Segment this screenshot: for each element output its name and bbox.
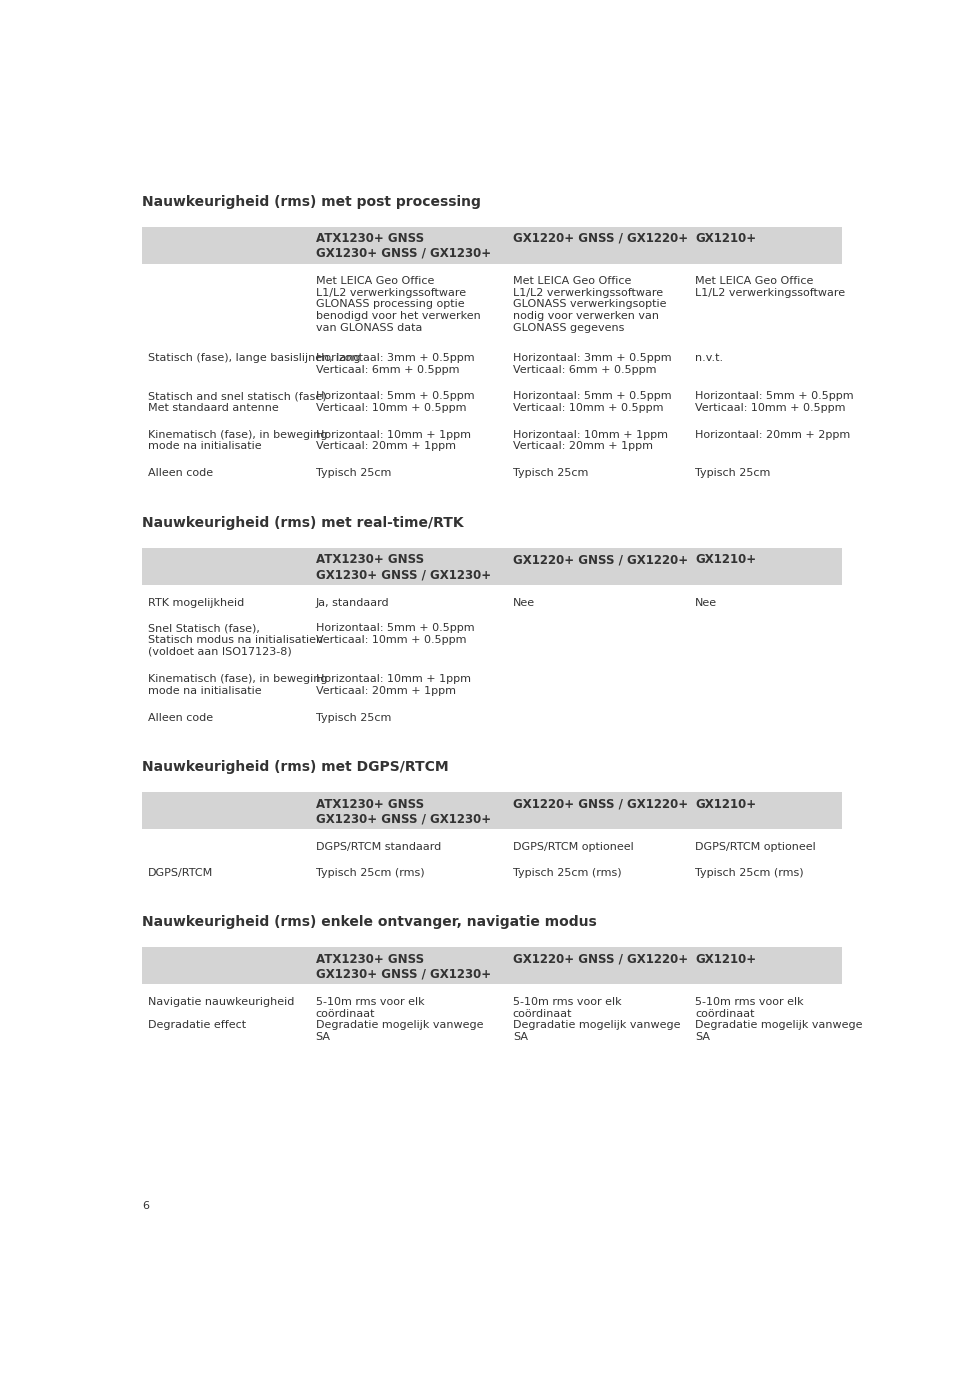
Text: Statisch and snel statisch (fase)
Met standaard antenne: Statisch and snel statisch (fase) Met st… [148, 392, 327, 412]
Text: Nauwkeurigheid (rms) met post processing: Nauwkeurigheid (rms) met post processing [142, 195, 481, 209]
Text: Nauwkeurigheid (rms) enkele ontvanger, navigatie modus: Nauwkeurigheid (rms) enkele ontvanger, n… [142, 916, 597, 930]
Text: GX1210+: GX1210+ [695, 953, 756, 965]
Text: Typisch 25cm (rms): Typisch 25cm (rms) [513, 868, 621, 877]
Text: Alleen code: Alleen code [148, 469, 213, 478]
Text: Kinematisch (fase), in beweging
mode na initialisatie: Kinematisch (fase), in beweging mode na … [148, 430, 327, 451]
Text: DGPS/RTCM: DGPS/RTCM [148, 868, 213, 877]
Text: Nee: Nee [513, 598, 535, 608]
Text: Horizontaal: 3mm + 0.5ppm
Verticaal: 6mm + 0.5ppm: Horizontaal: 3mm + 0.5ppm Verticaal: 6mm… [513, 353, 671, 375]
Text: Horizontaal: 20mm + 2ppm: Horizontaal: 20mm + 2ppm [695, 430, 851, 440]
Text: GX1210+: GX1210+ [695, 232, 756, 245]
Text: Alleen code: Alleen code [148, 712, 213, 723]
Text: Horizontaal: 5mm + 0.5ppm
Verticaal: 10mm + 0.5ppm: Horizontaal: 5mm + 0.5ppm Verticaal: 10m… [316, 623, 474, 645]
Text: n.v.t.: n.v.t. [695, 353, 723, 363]
Text: Typisch 25cm: Typisch 25cm [316, 712, 391, 723]
Text: ATX1230+ GNSS
GX1230+ GNSS / GX1230+: ATX1230+ GNSS GX1230+ GNSS / GX1230+ [316, 953, 491, 980]
Text: ATX1230+ GNSS
GX1230+ GNSS / GX1230+: ATX1230+ GNSS GX1230+ GNSS / GX1230+ [316, 553, 491, 582]
Text: Nauwkeurigheid (rms) met real-time/RTK: Nauwkeurigheid (rms) met real-time/RTK [142, 516, 464, 529]
Text: Typisch 25cm: Typisch 25cm [695, 469, 771, 478]
Text: RTK mogelijkheid: RTK mogelijkheid [148, 598, 245, 608]
Text: Horizontaal: 10mm + 1ppm
Verticaal: 20mm + 1ppm: Horizontaal: 10mm + 1ppm Verticaal: 20mm… [316, 674, 470, 696]
Text: Typisch 25cm: Typisch 25cm [513, 469, 588, 478]
Text: Horizontaal: 10mm + 1ppm
Verticaal: 20mm + 1ppm: Horizontaal: 10mm + 1ppm Verticaal: 20mm… [513, 430, 668, 451]
Text: Typisch 25cm: Typisch 25cm [316, 469, 391, 478]
Text: Met LEICA Geo Office
L1/L2 verwerkingssoftware: Met LEICA Geo Office L1/L2 verwerkingsso… [695, 276, 845, 298]
Text: Met LEICA Geo Office
L1/L2 verwerkingssoftware
GLONASS processing optie
benodigd: Met LEICA Geo Office L1/L2 verwerkingsso… [316, 276, 480, 333]
Text: DGPS/RTCM optioneel: DGPS/RTCM optioneel [513, 842, 634, 852]
Text: Nauwkeurigheid (rms) met DGPS/RTCM: Nauwkeurigheid (rms) met DGPS/RTCM [142, 760, 449, 774]
Text: Horizontaal: 3mm + 0.5ppm
Verticaal: 6mm + 0.5ppm: Horizontaal: 3mm + 0.5ppm Verticaal: 6mm… [316, 353, 474, 375]
Text: Typisch 25cm (rms): Typisch 25cm (rms) [695, 868, 804, 877]
Text: Typisch 25cm (rms): Typisch 25cm (rms) [316, 868, 424, 877]
Text: Ja, standaard: Ja, standaard [316, 598, 390, 608]
Text: GX1210+: GX1210+ [695, 798, 756, 811]
Text: ATX1230+ GNSS
GX1230+ GNSS / GX1230+: ATX1230+ GNSS GX1230+ GNSS / GX1230+ [316, 798, 491, 826]
Text: Horizontaal: 5mm + 0.5ppm
Verticaal: 10mm + 0.5ppm: Horizontaal: 5mm + 0.5ppm Verticaal: 10m… [695, 392, 853, 412]
Text: GX1210+: GX1210+ [695, 553, 756, 566]
Text: GX1220+ GNSS / GX1220+: GX1220+ GNSS / GX1220+ [513, 232, 688, 245]
Text: Nee: Nee [695, 598, 717, 608]
Text: Horizontaal: 5mm + 0.5ppm
Verticaal: 10mm + 0.5ppm: Horizontaal: 5mm + 0.5ppm Verticaal: 10m… [513, 392, 671, 412]
Text: Horizontaal: 5mm + 0.5ppm
Verticaal: 10mm + 0.5ppm: Horizontaal: 5mm + 0.5ppm Verticaal: 10m… [316, 392, 474, 412]
Bar [142, 947, 842, 984]
Bar [142, 547, 842, 584]
Text: GX1220+ GNSS / GX1220+: GX1220+ GNSS / GX1220+ [513, 953, 688, 965]
Text: 5-10m rms voor elk
coördinaat
Degradatie mogelijk vanwege
SA: 5-10m rms voor elk coördinaat Degradatie… [513, 997, 681, 1042]
Text: 6: 6 [142, 1200, 150, 1211]
Bar [142, 792, 842, 829]
Text: GX1220+ GNSS / GX1220+: GX1220+ GNSS / GX1220+ [513, 553, 688, 566]
Text: DGPS/RTCM optioneel: DGPS/RTCM optioneel [695, 842, 816, 852]
Text: DGPS/RTCM standaard: DGPS/RTCM standaard [316, 842, 441, 852]
Text: 5-10m rms voor elk
coördinaat
Degradatie mogelijk vanwege
SA: 5-10m rms voor elk coördinaat Degradatie… [695, 997, 863, 1042]
Text: Met LEICA Geo Office
L1/L2 verwerkingssoftware
GLONASS verwerkingsoptie
nodig vo: Met LEICA Geo Office L1/L2 verwerkingsso… [513, 276, 666, 333]
Text: Snel Statisch (fase),
Statisch modus na initialisatien
(voldoet aan ISO17123-8): Snel Statisch (fase), Statisch modus na … [148, 623, 324, 656]
Text: Navigatie nauwkeurigheid

Degradatie effect: Navigatie nauwkeurigheid Degradatie effe… [148, 997, 295, 1030]
Bar [142, 227, 842, 264]
Text: Kinematisch (fase), in beweging
mode na initialisatie: Kinematisch (fase), in beweging mode na … [148, 674, 327, 696]
Text: ATX1230+ GNSS
GX1230+ GNSS / GX1230+: ATX1230+ GNSS GX1230+ GNSS / GX1230+ [316, 232, 491, 260]
Text: 5-10m rms voor elk
coördinaat
Degradatie mogelijk vanwege
SA: 5-10m rms voor elk coördinaat Degradatie… [316, 997, 483, 1042]
Text: Horizontaal: 10mm + 1ppm
Verticaal: 20mm + 1ppm: Horizontaal: 10mm + 1ppm Verticaal: 20mm… [316, 430, 470, 451]
Text: GX1220+ GNSS / GX1220+: GX1220+ GNSS / GX1220+ [513, 798, 688, 811]
Text: Statisch (fase), lange basislijnen, lang: Statisch (fase), lange basislijnen, lang [148, 353, 361, 363]
